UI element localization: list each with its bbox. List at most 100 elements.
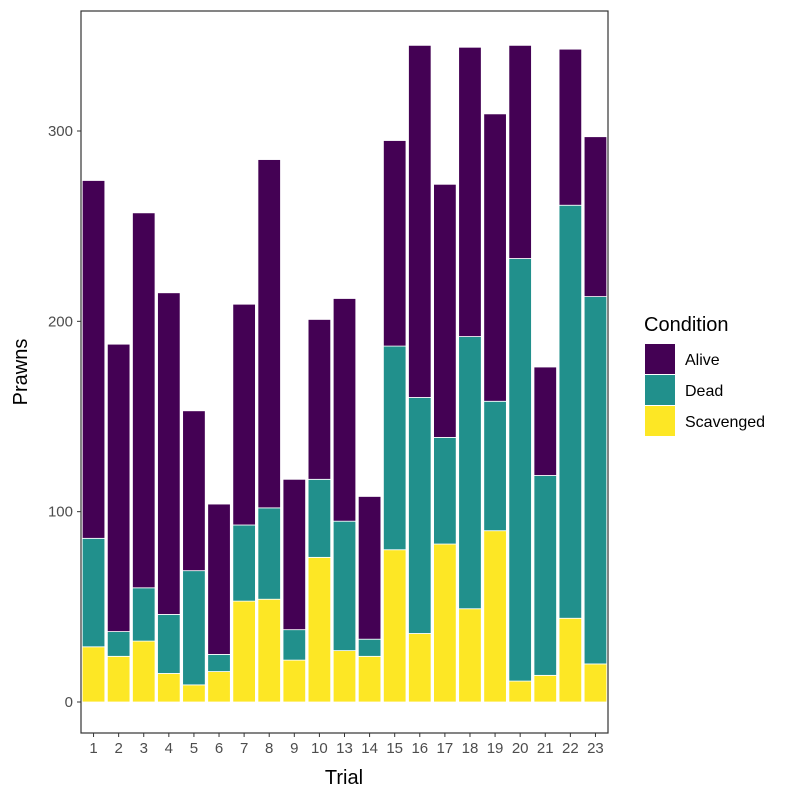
legend-label-alive: Alive — [685, 352, 720, 369]
x-tick-label: 5 — [190, 740, 198, 757]
y-tick-label: 100 — [48, 504, 73, 521]
x-tick-label: 22 — [562, 740, 579, 757]
bar-alive-trial-13 — [332, 298, 357, 522]
bar-scavenged-trial-8 — [257, 598, 281, 703]
bar-scavenged-trial-15 — [382, 549, 407, 703]
bar-scavenged-trial-3 — [132, 640, 156, 703]
bar-dead-trial-13 — [332, 520, 357, 652]
bar-dead-trial-17 — [433, 437, 457, 545]
bar-scavenged-trial-5 — [182, 684, 206, 703]
bar-alive-trial-1 — [81, 180, 106, 539]
bar-alive-trial-4 — [157, 292, 181, 615]
bar-alive-trial-23 — [583, 136, 608, 297]
legend-title: Condition — [644, 314, 729, 336]
bar-dead-trial-4 — [157, 614, 181, 674]
x-tick-label: 15 — [386, 740, 403, 757]
bar-scavenged-trial-20 — [508, 680, 532, 703]
bars-layer — [81, 44, 608, 703]
bar-scavenged-trial-23 — [583, 663, 608, 703]
bar-alive-trial-20 — [508, 44, 532, 259]
y-axis-title: Prawns — [10, 339, 32, 406]
bar-dead-trial-15 — [382, 345, 407, 551]
bar-dead-trial-16 — [408, 397, 432, 634]
bar-dead-trial-20 — [508, 258, 532, 682]
bar-alive-trial-10 — [307, 319, 332, 480]
legend-key-dead — [645, 375, 675, 405]
bar-scavenged-trial-16 — [408, 633, 432, 703]
x-tick-label: 19 — [487, 740, 504, 757]
bar-alive-trial-21 — [533, 366, 557, 476]
x-tick-label: 8 — [265, 740, 273, 757]
bar-dead-trial-8 — [257, 507, 281, 600]
x-tick-label: 1 — [89, 740, 97, 757]
bar-dead-trial-22 — [558, 204, 583, 619]
bar-alive-trial-8 — [257, 159, 281, 509]
bar-alive-trial-19 — [483, 113, 507, 402]
legend-key-alive — [645, 344, 675, 374]
bar-scavenged-trial-13 — [332, 650, 357, 703]
bar-scavenged-trial-14 — [357, 655, 382, 703]
bar-alive-trial-14 — [357, 496, 382, 640]
x-axis: 1 2 3 4 5 6 7 8 9 10 13 14 15 16 17 18 19 20 21 22 23 — [89, 733, 604, 757]
bar-dead-trial-9 — [282, 629, 307, 661]
bar-dead-trial-1 — [81, 537, 106, 648]
bar-dead-trial-2 — [106, 631, 131, 657]
bar-alive-trial-9 — [282, 478, 307, 631]
y-tick-label: 300 — [48, 123, 73, 140]
legend-key-scavenged — [645, 406, 675, 436]
y-tick-label: 200 — [48, 313, 73, 330]
x-tick-label: 10 — [311, 740, 328, 757]
x-tick-label: 16 — [411, 740, 428, 757]
bar-scavenged-trial-21 — [533, 674, 557, 703]
x-tick-label: 18 — [462, 740, 479, 757]
bar-scavenged-trial-1 — [81, 646, 106, 703]
x-axis-title: Trial — [325, 767, 363, 789]
bar-dead-trial-5 — [182, 570, 206, 686]
bar-scavenged-trial-17 — [433, 543, 457, 703]
x-tick-label: 21 — [537, 740, 554, 757]
bar-alive-trial-17 — [433, 183, 457, 438]
x-tick-label: 23 — [587, 740, 604, 757]
bar-dead-trial-3 — [132, 587, 156, 642]
bar-dead-trial-6 — [207, 654, 231, 672]
bar-scavenged-trial-18 — [458, 608, 482, 703]
x-tick-label: 17 — [437, 740, 454, 757]
x-tick-label: 6 — [215, 740, 223, 757]
x-tick-label: 4 — [165, 740, 173, 757]
bar-dead-trial-21 — [533, 475, 557, 676]
bar-alive-trial-3 — [132, 212, 156, 589]
bar-scavenged-trial-9 — [282, 659, 307, 703]
bar-dead-trial-19 — [483, 400, 507, 532]
bar-alive-trial-2 — [106, 343, 131, 632]
x-tick-label: 20 — [512, 740, 529, 757]
bar-scavenged-trial-6 — [207, 671, 231, 703]
bar-scavenged-trial-7 — [232, 600, 256, 703]
bar-dead-trial-14 — [357, 638, 382, 657]
bar-scavenged-trial-22 — [558, 617, 583, 703]
x-tick-label: 2 — [114, 740, 122, 757]
bar-dead-trial-18 — [458, 336, 482, 610]
legend-label-scavenged: Scavenged — [685, 414, 765, 431]
bar-alive-trial-6 — [207, 503, 231, 655]
bar-scavenged-trial-19 — [483, 530, 507, 703]
bar-dead-trial-23 — [583, 296, 608, 665]
bar-scavenged-trial-4 — [157, 673, 181, 703]
bar-alive-trial-15 — [382, 140, 407, 347]
bar-dead-trial-7 — [232, 524, 256, 602]
legend-label-dead: Dead — [685, 383, 723, 400]
bar-alive-trial-16 — [408, 44, 432, 398]
y-tick-label: 0 — [65, 694, 73, 711]
x-tick-label: 13 — [336, 740, 353, 757]
x-tick-label: 14 — [361, 740, 378, 757]
bar-scavenged-trial-10 — [307, 556, 332, 703]
bar-alive-trial-5 — [182, 410, 206, 572]
bar-alive-trial-7 — [232, 303, 256, 526]
bar-scavenged-trial-2 — [106, 655, 131, 703]
x-tick-label: 3 — [140, 740, 148, 757]
bar-alive-trial-22 — [558, 48, 583, 206]
y-axis: 0 100 200 300 — [48, 123, 81, 711]
bar-alive-trial-18 — [458, 46, 482, 337]
legend: Condition Alive Dead Scavenged — [644, 314, 765, 436]
x-tick-label: 7 — [240, 740, 248, 757]
